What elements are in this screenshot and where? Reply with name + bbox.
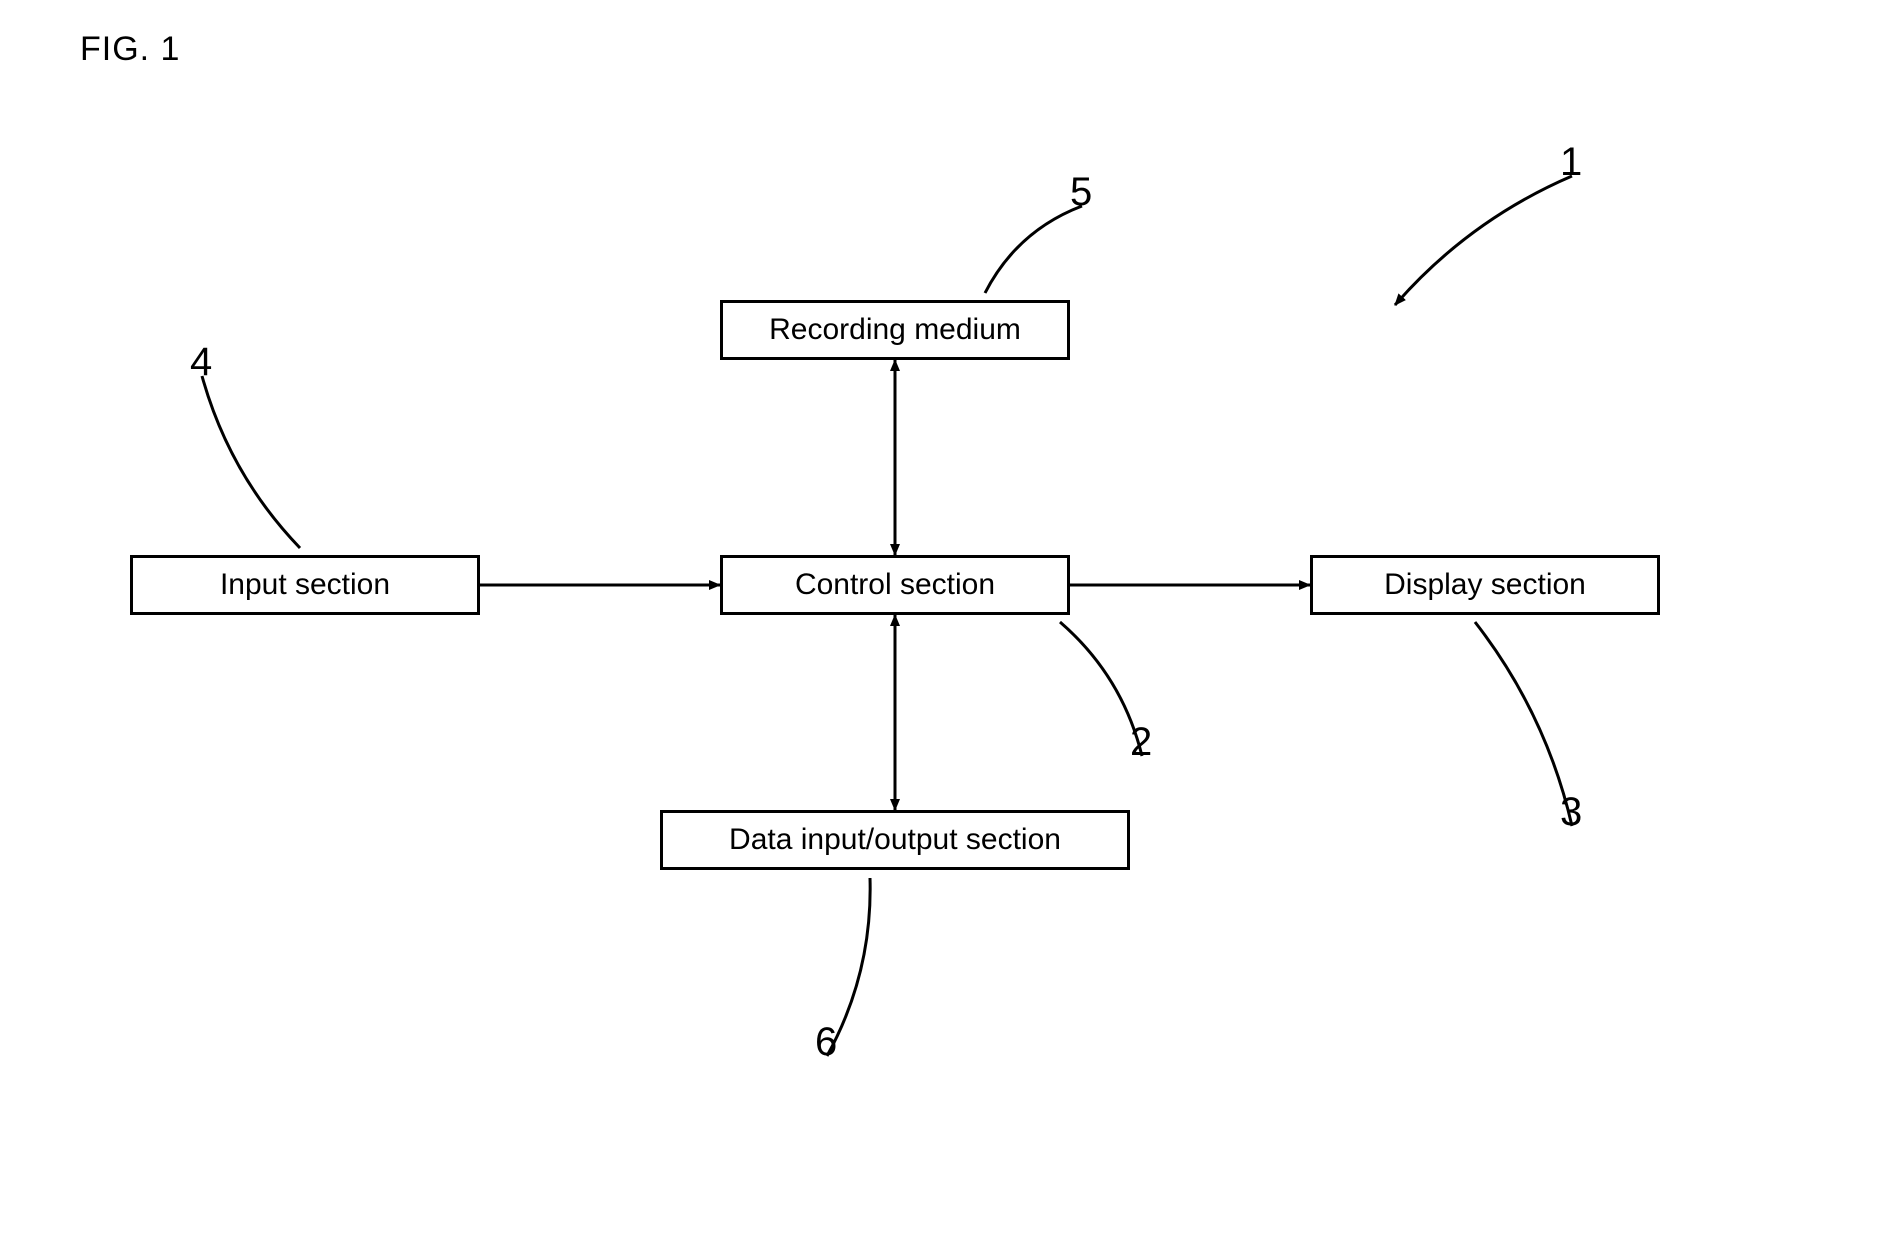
figure-title: FIG. 1: [80, 30, 180, 69]
node-label: Control section: [795, 568, 995, 602]
node-input-section: Input section: [130, 555, 480, 615]
ref-label-3: 3: [1560, 790, 1582, 835]
node-display-section: Display section: [1310, 555, 1660, 615]
diagram-canvas: FIG. 1 Input section Control section Dis…: [0, 0, 1903, 1233]
edges-layer: [0, 0, 1903, 1233]
node-label: Recording medium: [769, 313, 1021, 347]
ref-label-1: 1: [1560, 140, 1582, 185]
node-label: Display section: [1384, 568, 1586, 602]
node-recording-medium: Recording medium: [720, 300, 1070, 360]
node-label: Input section: [220, 568, 390, 602]
ref-label-2: 2: [1130, 720, 1152, 765]
ref-label-4: 4: [190, 340, 212, 385]
ref-label-6: 6: [815, 1020, 837, 1065]
node-control-section: Control section: [720, 555, 1070, 615]
node-label: Data input/output section: [729, 823, 1061, 857]
node-data-io-section: Data input/output section: [660, 810, 1130, 870]
ref-label-5: 5: [1070, 170, 1092, 215]
